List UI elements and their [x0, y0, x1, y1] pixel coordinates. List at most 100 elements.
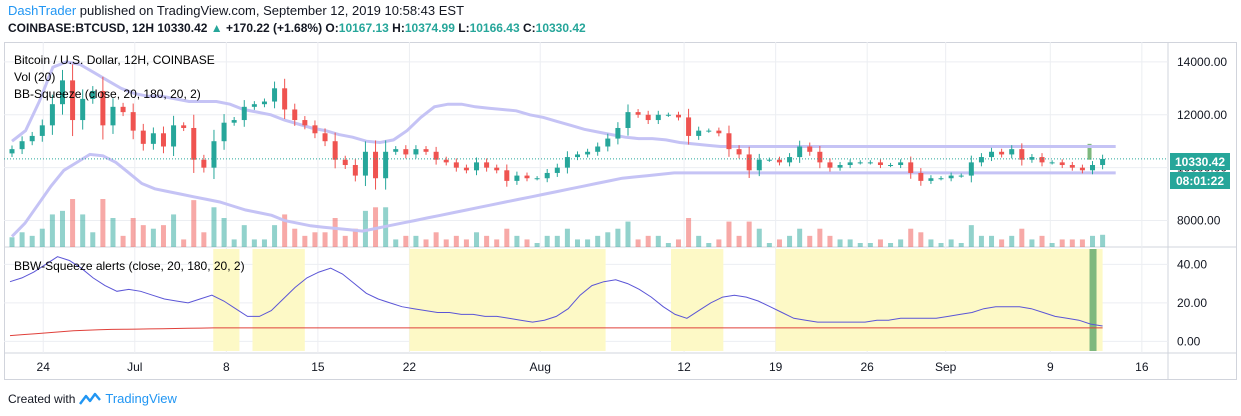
- high-value: 10374.99: [404, 21, 455, 35]
- volume-bar: [39, 228, 45, 247]
- volume-bar: [403, 235, 409, 247]
- candle-body: [675, 114, 681, 118]
- candle-body: [1049, 162, 1055, 164]
- volume-bar: [1079, 239, 1085, 247]
- author-link[interactable]: DashTrader: [8, 3, 77, 18]
- volume-bar: [999, 239, 1005, 247]
- volume-bar: [1049, 243, 1055, 247]
- candle-body: [837, 165, 843, 168]
- candle-body: [888, 165, 894, 167]
- volume-bar: [90, 232, 96, 247]
- x-tick-label: 22: [403, 360, 417, 374]
- volume-bar: [272, 225, 278, 247]
- published-text: published on TradingView.com, September …: [79, 3, 465, 18]
- candle-body: [524, 175, 530, 179]
- close-value: 10330.42: [535, 21, 586, 35]
- volume-bar: [635, 239, 641, 247]
- candle-body: [251, 104, 257, 107]
- candle-body: [39, 125, 45, 136]
- candle-body: [373, 151, 379, 179]
- x-tick-label: 15: [311, 360, 325, 374]
- volume-bar: [140, 225, 146, 247]
- squeeze-zone: [671, 249, 724, 351]
- oscillator-axis: 40.00 20.00 0.00: [1177, 257, 1207, 348]
- x-tick-label: Jul: [127, 360, 142, 374]
- volume-bar: [463, 239, 469, 247]
- candle-body: [686, 117, 692, 136]
- candle-body: [59, 80, 65, 105]
- candle-body: [645, 114, 651, 121]
- candle-body: [352, 165, 358, 176]
- candle-body: [736, 149, 742, 155]
- x-tick-label: 24: [37, 360, 51, 374]
- osc-tick-label: 0.00: [1177, 334, 1201, 348]
- volume-bar: [867, 243, 873, 247]
- bbw-line: [9, 256, 1103, 327]
- x-tick-label: 9: [1047, 360, 1054, 374]
- candle-body: [1029, 157, 1035, 160]
- volume-bar: [655, 235, 661, 247]
- low-label: L:: [458, 21, 470, 35]
- upper-band-line: [11, 60, 1116, 148]
- volume-bar: [625, 221, 631, 247]
- candle-body: [716, 130, 722, 134]
- time-axis: 24 Jul 8 15 22 Aug 12 19 26 Sep 9 16: [37, 360, 1149, 374]
- volume-bar: [474, 232, 480, 247]
- y-tick-label: 12000.00: [1177, 108, 1227, 122]
- volume-bar: [736, 235, 742, 247]
- volume-bar: [342, 235, 348, 247]
- chart-area[interactable]: Bitcoin / U.S. Dollar, 12H, COINBASE Vol…: [4, 42, 1237, 380]
- osc-tick-label: 20.00: [1177, 296, 1207, 310]
- volume-bar: [564, 228, 570, 247]
- candle-body: [80, 98, 86, 121]
- candle-body: [413, 149, 419, 155]
- candle-body: [231, 120, 237, 123]
- candle-body: [958, 175, 964, 177]
- volume-bar: [191, 200, 197, 247]
- volume-bar: [29, 235, 35, 247]
- volume-bar: [807, 235, 813, 247]
- candle-body: [110, 106, 116, 126]
- volume-bar: [1039, 235, 1045, 247]
- volume-bar: [1100, 234, 1106, 247]
- candle-body: [9, 149, 15, 154]
- tradingview-brand[interactable]: TradingView: [105, 391, 177, 406]
- volume-bar: [261, 239, 267, 247]
- volume-bar: [888, 243, 894, 247]
- x-tick-label: Sep: [935, 360, 957, 374]
- bb-squeeze-legend: BB-Squeeze (close, 20, 180, 20, 2): [14, 87, 201, 101]
- squeeze-zone: [409, 249, 606, 351]
- countdown-badge: [1170, 172, 1230, 189]
- candle-body: [766, 159, 772, 161]
- volume-bar: [746, 221, 752, 247]
- candle-body: [453, 162, 459, 168]
- last-price: 10330.42: [157, 21, 208, 35]
- candle-body: [857, 162, 863, 164]
- volume-bar: [1059, 239, 1065, 247]
- candle-body: [19, 141, 25, 150]
- candle-body: [443, 159, 449, 163]
- volume-bar: [332, 218, 338, 247]
- up-arrow-icon: ▲: [210, 21, 223, 35]
- volume-legend: Vol (20): [14, 70, 55, 84]
- volume-bar: [696, 235, 702, 247]
- candle-body: [140, 130, 146, 144]
- volume-bar: [433, 232, 439, 247]
- candle-body: [534, 178, 540, 180]
- volume-bar: [877, 239, 883, 247]
- candle-body: [433, 151, 439, 160]
- candle-body: [403, 149, 409, 155]
- volume-bars: [9, 199, 1106, 247]
- lower-band-line: [10, 152, 1116, 238]
- candles: [9, 64, 1106, 190]
- volume-bar: [453, 235, 459, 247]
- volume-bar: [908, 228, 914, 247]
- high-label: H:: [392, 21, 405, 35]
- x-tick-label: 19: [769, 360, 783, 374]
- volume-bar: [847, 239, 853, 247]
- volume-bar: [958, 243, 964, 247]
- symbol-label: COINBASE:BTCUSD, 12H: [8, 21, 155, 35]
- candle-body: [615, 127, 621, 139]
- volume-bar: [443, 239, 449, 247]
